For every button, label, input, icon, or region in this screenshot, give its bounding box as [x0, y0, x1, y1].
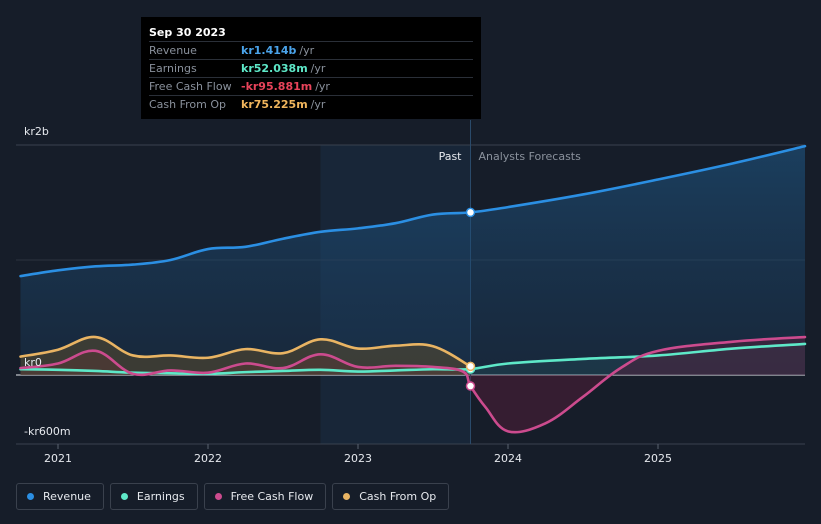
x-tick-label: 2024: [494, 452, 522, 465]
legend-dot-icon: [214, 493, 222, 500]
tooltip-row-earnings: Earnings kr52.038m /yr: [149, 60, 473, 78]
legend-item-cash-from-op[interactable]: Cash From Op: [332, 483, 450, 510]
series-line-revenue: [19, 144, 807, 278]
tooltip-row-revenue: Revenue kr1.414b /yr: [149, 42, 473, 60]
tooltip-unit: /yr: [310, 98, 326, 111]
series-area-cash-from-op: [20, 336, 471, 375]
tooltip-value: kr52.038m: [241, 62, 308, 75]
legend-item-revenue[interactable]: Revenue: [16, 483, 104, 510]
past-label: Past: [439, 150, 463, 163]
series-line-free-cash-flow: [19, 335, 807, 434]
series-area-earnings: [20, 343, 805, 375]
tooltip: Sep 30 2023 Revenue kr1.414b /yr Earning…: [141, 17, 481, 119]
x-tick-label: 2023: [344, 452, 372, 465]
y-axis-label: -kr600m: [24, 425, 71, 438]
x-tick-label: 2025: [644, 452, 672, 465]
legend-label: Revenue: [43, 490, 91, 503]
legend: Revenue Earnings Free Cash Flow Cash Fro…: [16, 483, 450, 510]
legend-label: Free Cash Flow: [230, 490, 314, 503]
y-axis-label: kr0: [24, 356, 42, 369]
legend-dot-icon: [120, 493, 128, 500]
tooltip-label: Cash From Op: [149, 98, 227, 111]
tooltip-unit: /yr: [315, 80, 330, 93]
tooltip-value: -kr95.881m: [241, 80, 313, 93]
tooltip-row-cash-from-op: Cash From Op kr75.225m /yr: [149, 96, 473, 113]
tooltip-value: kr75.225m: [241, 98, 308, 111]
x-tick-label: 2022: [194, 452, 222, 465]
forecast-label: Analysts Forecasts: [479, 150, 582, 163]
tooltip-date: Sep 30 2023: [149, 24, 473, 42]
series-area-free-cash-flow: [20, 337, 805, 433]
legend-dot-icon: [27, 493, 34, 500]
tooltip-label: Earnings: [149, 62, 197, 75]
legend-item-free-cash-flow[interactable]: Free Cash Flow: [203, 483, 327, 510]
series-line-cash-from-op: [19, 335, 472, 368]
marker-free-cash-flow: [465, 381, 476, 391]
series-area-revenue: [20, 146, 805, 375]
legend-dot-icon: [343, 493, 351, 500]
legend-label: Earnings: [136, 490, 185, 503]
tooltip-unit: /yr: [310, 62, 326, 75]
marker-revenue: [465, 207, 476, 218]
y-axis-label: kr2b: [24, 125, 49, 138]
tooltip-unit: /yr: [299, 44, 315, 57]
tooltip-row-free-cash-flow: Free Cash Flow -kr95.881m /yr: [149, 78, 473, 96]
tooltip-label: Free Cash Flow: [149, 80, 232, 93]
legend-item-earnings[interactable]: Earnings: [109, 483, 198, 510]
marker-cash-from-op: [465, 361, 476, 372]
tooltip-value: kr1.414b: [241, 44, 297, 57]
legend-label: Cash From Op: [359, 490, 437, 503]
tooltip-label: Revenue: [149, 44, 197, 57]
x-tick-label: 2021: [44, 452, 72, 465]
